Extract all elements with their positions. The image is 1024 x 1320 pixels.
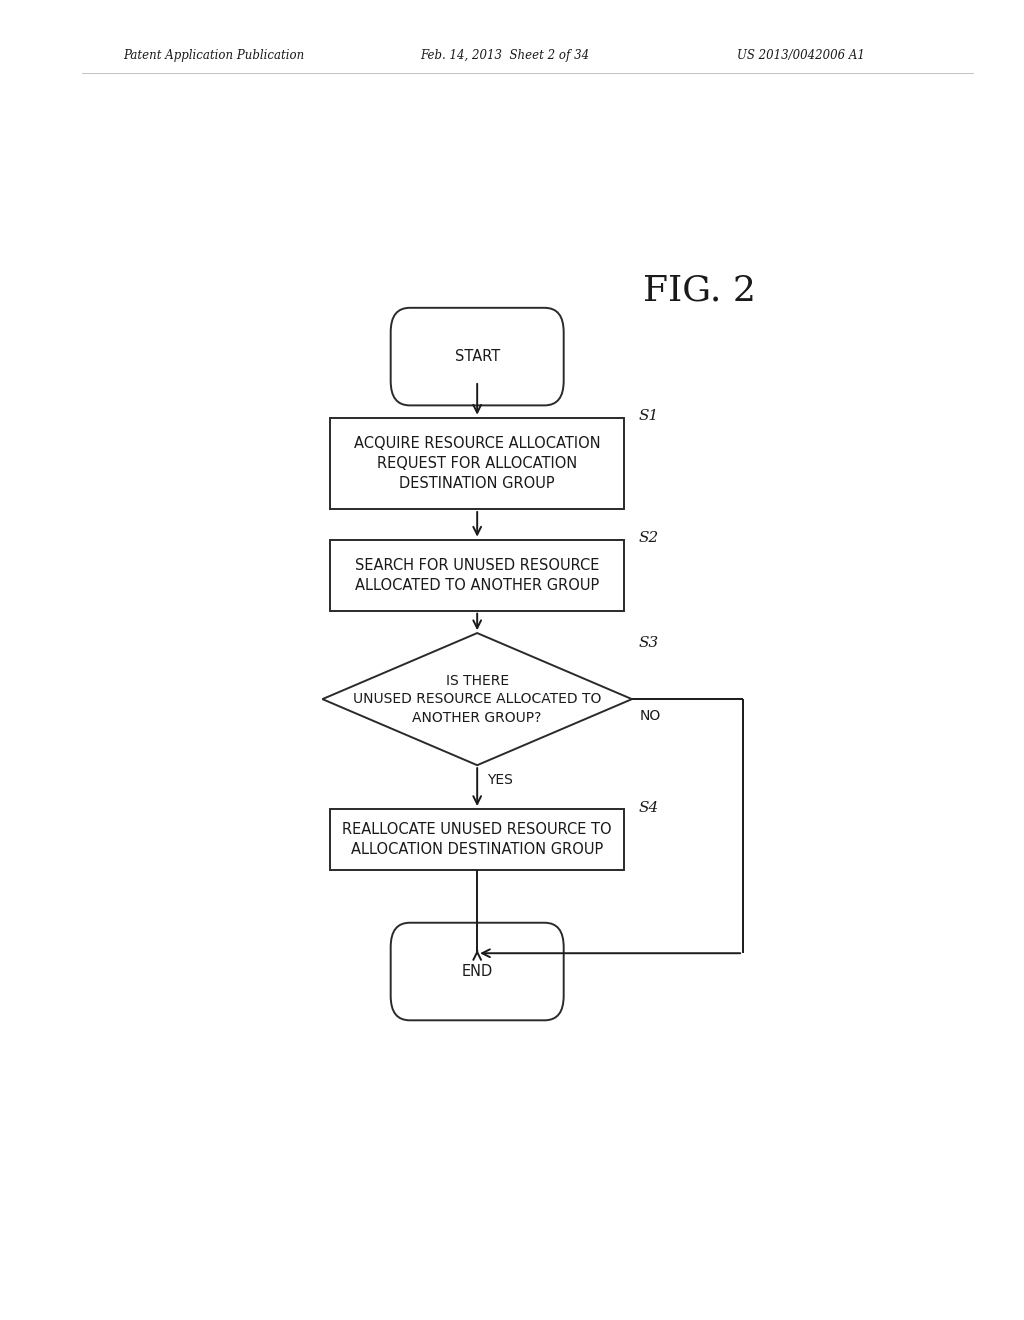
Text: Patent Application Publication: Patent Application Publication: [123, 49, 304, 62]
Bar: [331, 417, 624, 510]
Text: S4: S4: [638, 801, 658, 814]
Text: YES: YES: [486, 774, 513, 787]
Text: S1: S1: [638, 409, 658, 424]
Bar: [331, 540, 624, 611]
Text: FIG. 2: FIG. 2: [643, 273, 756, 308]
Text: START: START: [455, 348, 500, 364]
Text: Feb. 14, 2013  Sheet 2 of 34: Feb. 14, 2013 Sheet 2 of 34: [420, 49, 589, 62]
Text: S3: S3: [638, 636, 658, 649]
Text: END: END: [462, 964, 493, 979]
Text: REALLOCATE UNUSED RESOURCE TO
ALLOCATION DESTINATION GROUP: REALLOCATE UNUSED RESOURCE TO ALLOCATION…: [342, 822, 612, 857]
Text: US 2013/0042006 A1: US 2013/0042006 A1: [737, 49, 865, 62]
Text: ACQUIRE RESOURCE ALLOCATION
REQUEST FOR ALLOCATION
DESTINATION GROUP: ACQUIRE RESOURCE ALLOCATION REQUEST FOR …: [354, 436, 600, 491]
FancyBboxPatch shape: [391, 308, 563, 405]
Text: S2: S2: [638, 532, 658, 545]
Text: IS THERE
UNUSED RESOURCE ALLOCATED TO
ANOTHER GROUP?: IS THERE UNUSED RESOURCE ALLOCATED TO AN…: [353, 673, 601, 725]
Bar: [331, 809, 624, 870]
Text: SEARCH FOR UNUSED RESOURCE
ALLOCATED TO ANOTHER GROUP: SEARCH FOR UNUSED RESOURCE ALLOCATED TO …: [355, 558, 599, 593]
FancyBboxPatch shape: [391, 923, 563, 1020]
Polygon shape: [323, 634, 632, 766]
Text: NO: NO: [640, 709, 662, 723]
